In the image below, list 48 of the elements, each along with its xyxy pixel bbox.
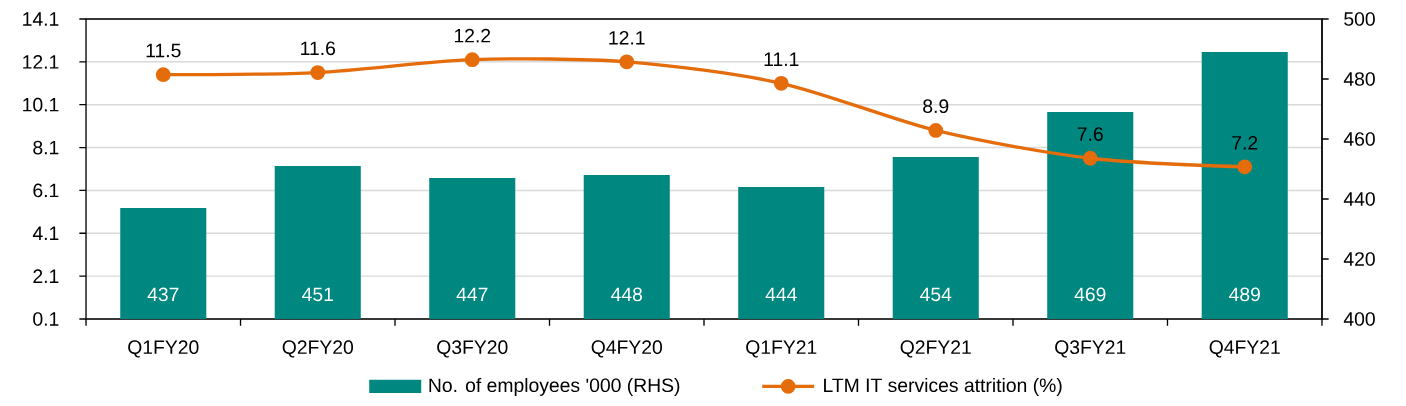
y-tick-label: 0.1 xyxy=(33,312,59,326)
data-label: 437 xyxy=(147,287,179,302)
data-label: 12.2 xyxy=(454,28,491,43)
data-label: 447 xyxy=(456,287,488,301)
y-tick-label: 8.1 xyxy=(33,140,59,155)
data-label: 454 xyxy=(920,287,952,302)
y2-tick-label: 460 xyxy=(1343,132,1375,146)
point xyxy=(928,123,944,138)
y-tick-label: 14.1 xyxy=(23,12,59,26)
y-tick-label: 10.1 xyxy=(23,97,59,112)
data-label: 11.6 xyxy=(301,41,336,56)
y-tick-label: 12.1 xyxy=(23,55,59,69)
point xyxy=(464,52,480,68)
data-label: 11.1 xyxy=(764,52,799,66)
data-label: 469 xyxy=(1074,287,1106,302)
x-tick-label: Q4FY21 xyxy=(1209,340,1280,358)
x-tick-label: Q1FY21 xyxy=(746,340,817,358)
y2-tick-label: 420 xyxy=(1343,252,1375,266)
x-tick-label: Q1FY20 xyxy=(128,340,199,358)
y-tick-label: 2.1 xyxy=(33,269,59,283)
point xyxy=(1082,150,1098,166)
x-tick-label: Q2FY21 xyxy=(900,340,971,358)
x-tick-label: Q3FY21 xyxy=(1055,340,1126,358)
x-tick-label: Q4FY20 xyxy=(591,340,662,358)
point xyxy=(619,54,635,70)
y2-tick-label: 500 xyxy=(1344,12,1375,26)
legend-label: No. of employees '000 (RHS) xyxy=(429,377,680,396)
y2-tick-label: 480 xyxy=(1343,72,1375,86)
legend-label: LTM IT services attrition (%) xyxy=(824,377,1062,396)
y2-tick-label: 440 xyxy=(1343,192,1375,206)
x-tick-label: Q2FY20 xyxy=(282,340,354,358)
data-label: 451 xyxy=(302,287,333,302)
y2-tick-label: 400 xyxy=(1343,312,1375,326)
point xyxy=(155,67,171,83)
data-label: 7.6 xyxy=(1077,127,1103,141)
data-label: 11.5 xyxy=(146,43,181,58)
y-tick-label: 4.1 xyxy=(32,226,59,240)
point xyxy=(1237,159,1253,175)
x-tick-label: Q3FY20 xyxy=(437,340,508,358)
data-label: 448 xyxy=(611,287,643,302)
y-tick-label: 6.1 xyxy=(33,183,59,198)
point xyxy=(310,65,326,80)
data-label: 444 xyxy=(765,287,797,301)
data-label: 8.9 xyxy=(923,99,949,114)
data-label: 489 xyxy=(1229,287,1260,302)
data-label: 7.2 xyxy=(1232,135,1258,150)
point xyxy=(773,75,789,91)
data-label: 12.1 xyxy=(609,30,645,45)
